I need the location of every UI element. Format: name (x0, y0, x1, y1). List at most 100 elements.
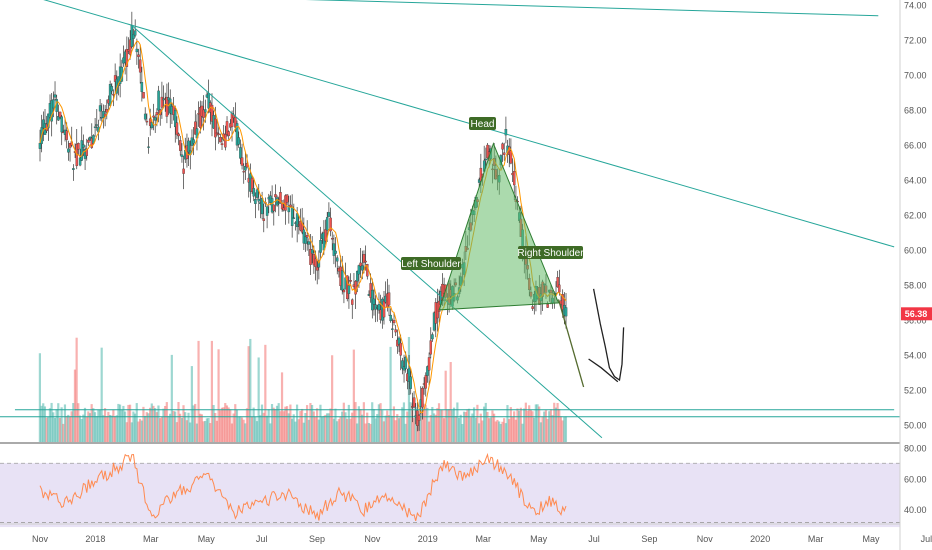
candle-body (145, 120, 149, 123)
volume-bar (295, 404, 299, 442)
candle (317, 250, 321, 280)
candle (160, 81, 164, 119)
volume-bar (255, 421, 259, 442)
candle (110, 83, 114, 95)
volume-bar (511, 417, 514, 442)
volume-bar (486, 411, 489, 442)
volume-bar (491, 410, 494, 442)
volume-bar (165, 402, 168, 442)
volume-bar (493, 413, 496, 442)
volume-bar (452, 407, 456, 442)
price-badge-bg (901, 307, 932, 321)
candle-body (304, 236, 307, 244)
candle (53, 81, 57, 101)
volume-bar (155, 412, 158, 442)
volume-bar (439, 409, 442, 442)
volume-bar (194, 403, 197, 442)
candle-body (504, 129, 508, 136)
candle (374, 294, 377, 323)
candle-body (556, 277, 559, 288)
candle (78, 148, 82, 167)
volume-bar (224, 403, 227, 442)
candle (153, 114, 157, 133)
candle-body (513, 171, 516, 186)
volume-bar (397, 418, 401, 442)
volume-bar (546, 418, 549, 442)
candle (484, 147, 488, 169)
candle (215, 119, 219, 137)
price-tick-label: 66.00 (904, 140, 927, 150)
candle-body (235, 123, 239, 146)
candle-body (138, 59, 142, 73)
volume-bar (402, 402, 406, 442)
candle (38, 129, 42, 162)
candle (334, 237, 337, 268)
volume-bar (77, 403, 80, 442)
volume-bar (556, 403, 559, 442)
candle (194, 110, 197, 135)
candle (501, 142, 504, 162)
candle (254, 192, 257, 219)
volume-bar (169, 413, 172, 442)
candle-body (564, 307, 568, 317)
volume-bar (539, 422, 542, 442)
candle (409, 368, 412, 395)
volume-bar (207, 418, 210, 442)
volume-bar (123, 411, 127, 442)
candle-body (38, 142, 42, 149)
candle (219, 133, 222, 143)
volume-bar (456, 402, 459, 442)
volume-bar (302, 422, 305, 442)
price-tick-label: 74.00 (904, 0, 927, 10)
volume-bar (237, 416, 240, 442)
volume-bar (432, 413, 436, 442)
candle (58, 111, 62, 120)
candle-body (275, 197, 279, 206)
pattern-fill (438, 142, 560, 311)
time-axis: Nov 2018 Mar May Jul Sep Nov 2019 Mar May Jul Sep No… (32, 534, 932, 544)
volume-bar (559, 416, 563, 442)
candle (224, 125, 227, 151)
volume-bar (528, 405, 531, 442)
candle-body (397, 337, 401, 345)
volume-bar (316, 408, 319, 442)
candle-body (153, 117, 157, 121)
volume-bar (307, 419, 310, 442)
volume-bar (419, 402, 422, 442)
volume-bar (200, 414, 203, 442)
volume-bar (274, 409, 277, 442)
candle-body (561, 294, 564, 310)
candle (227, 130, 230, 140)
volume-bar (87, 411, 90, 442)
volume-bar (342, 402, 345, 442)
volume-bar (48, 408, 52, 442)
volume-bar (461, 423, 464, 442)
volume-bar (472, 407, 476, 442)
volume-bar (157, 405, 160, 442)
projection-line (557, 299, 585, 388)
candle (95, 109, 99, 131)
candle (359, 248, 362, 278)
pattern-labels: Left Shoulder Head Right Shoulder (401, 117, 584, 270)
head-label: Head (469, 117, 496, 130)
rsi-tick-label: 80.00 (904, 444, 927, 454)
candle (239, 139, 242, 165)
candle-body (244, 165, 247, 171)
candle-body (427, 357, 431, 371)
candle-body (169, 98, 172, 114)
volume-bar (53, 417, 57, 442)
candle (502, 142, 506, 161)
candle-body (391, 328, 394, 330)
candle (235, 120, 239, 151)
candle (305, 220, 309, 251)
volume-bar (250, 416, 254, 442)
price-tick-label: 54.00 (904, 350, 927, 360)
volume-bar (202, 421, 205, 442)
candle-body (546, 304, 549, 308)
volume-bar (234, 404, 237, 442)
candle-body (417, 415, 421, 421)
volume-bar (551, 415, 554, 442)
volume-bar (88, 413, 92, 442)
volume-bar (449, 362, 452, 442)
candle-body (252, 188, 255, 197)
